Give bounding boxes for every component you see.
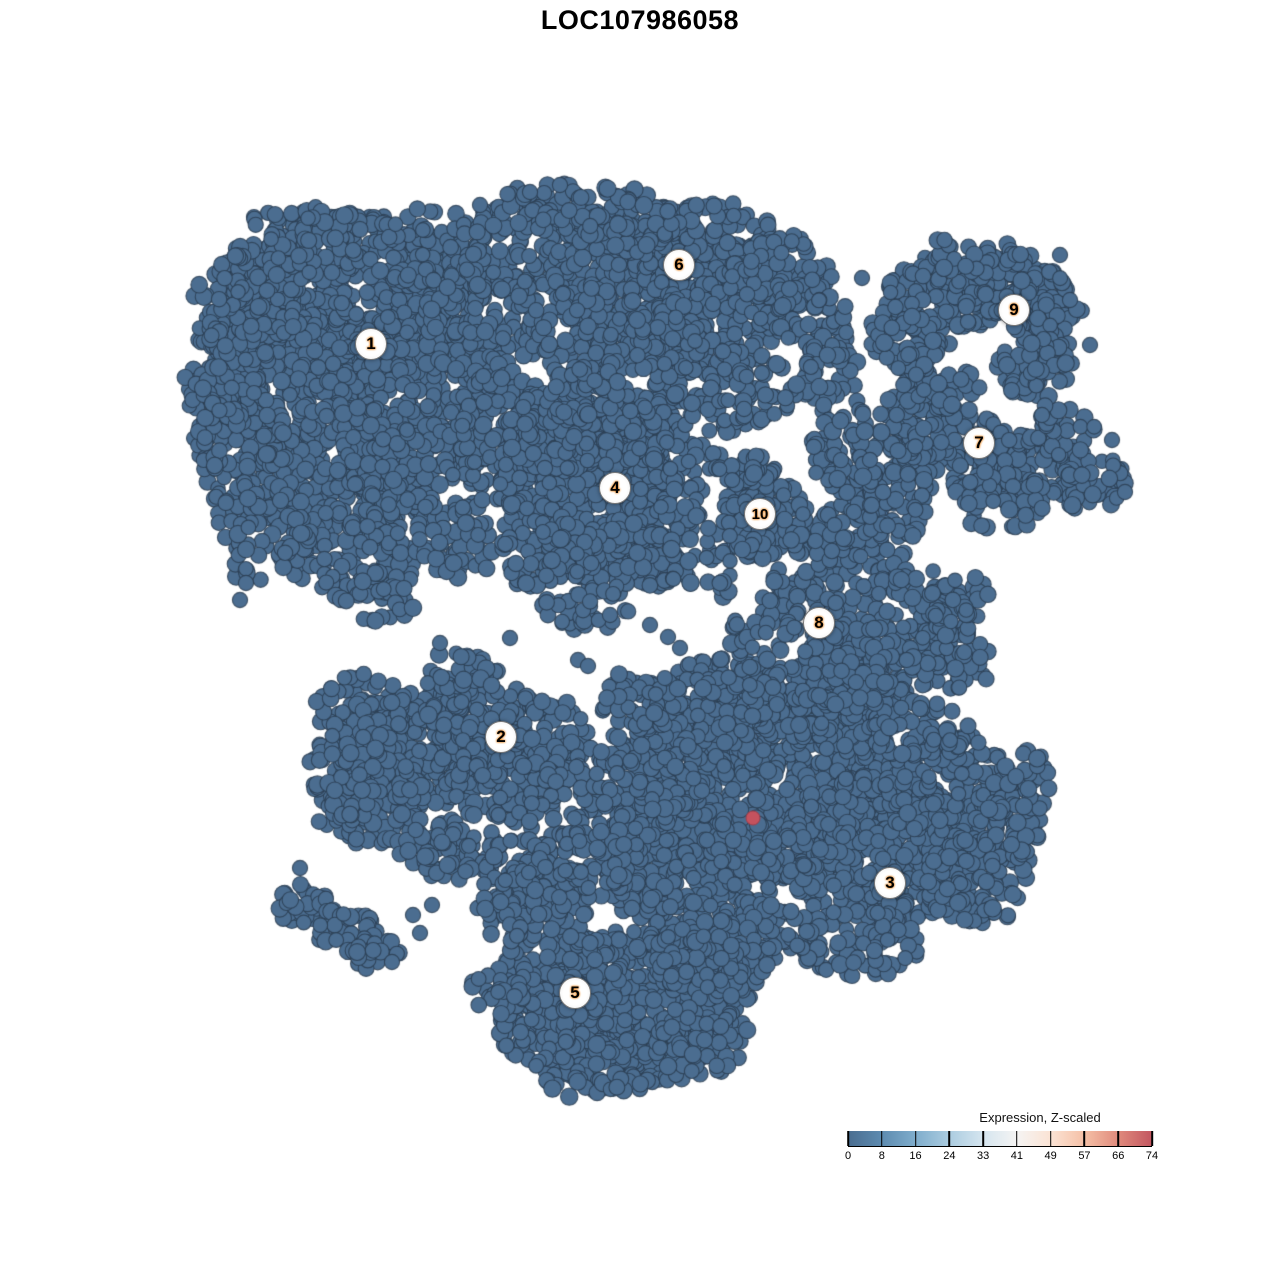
legend-tick-label: 33 bbox=[976, 1150, 990, 1162]
legend-gradient-bar bbox=[847, 1131, 1153, 1147]
legend-tick-line bbox=[1049, 1131, 1052, 1146]
legend-tick-label: 16 bbox=[909, 1150, 922, 1162]
legend-tick-label: 74 bbox=[1145, 1150, 1159, 1162]
legend-tick-line bbox=[1151, 1131, 1153, 1146]
legend-tick-label: 0 bbox=[844, 1150, 852, 1162]
legend-tick-line bbox=[1117, 1131, 1120, 1146]
legend-tick-line bbox=[880, 1131, 883, 1146]
expression-legend: Expression, Z-scaled 0 8 16 24 33 41 49 57 66 74 bbox=[844, 1110, 1158, 1170]
legend-tick-labels: 0 8 16 24 33 41 49 57 66 74 bbox=[844, 1150, 1158, 1164]
legend-tick-label: 66 bbox=[1112, 1150, 1125, 1162]
legend-tick-line bbox=[847, 1131, 849, 1146]
legend-title: Expression, Z-scaled bbox=[979, 1110, 1101, 1125]
legend-tick-label: 24 bbox=[943, 1150, 956, 1162]
legend-tick-line bbox=[914, 1131, 917, 1146]
legend-tick-line bbox=[1083, 1131, 1086, 1146]
legend-tick-label: 57 bbox=[1078, 1150, 1091, 1162]
legend-tick-line bbox=[982, 1131, 984, 1146]
legend-tick-label: 49 bbox=[1044, 1150, 1057, 1162]
legend-tick-line bbox=[1016, 1131, 1018, 1146]
legend-tick-label: 8 bbox=[878, 1150, 885, 1162]
legend-tick-line bbox=[948, 1131, 951, 1146]
legend-tick-label: 41 bbox=[1010, 1150, 1023, 1162]
